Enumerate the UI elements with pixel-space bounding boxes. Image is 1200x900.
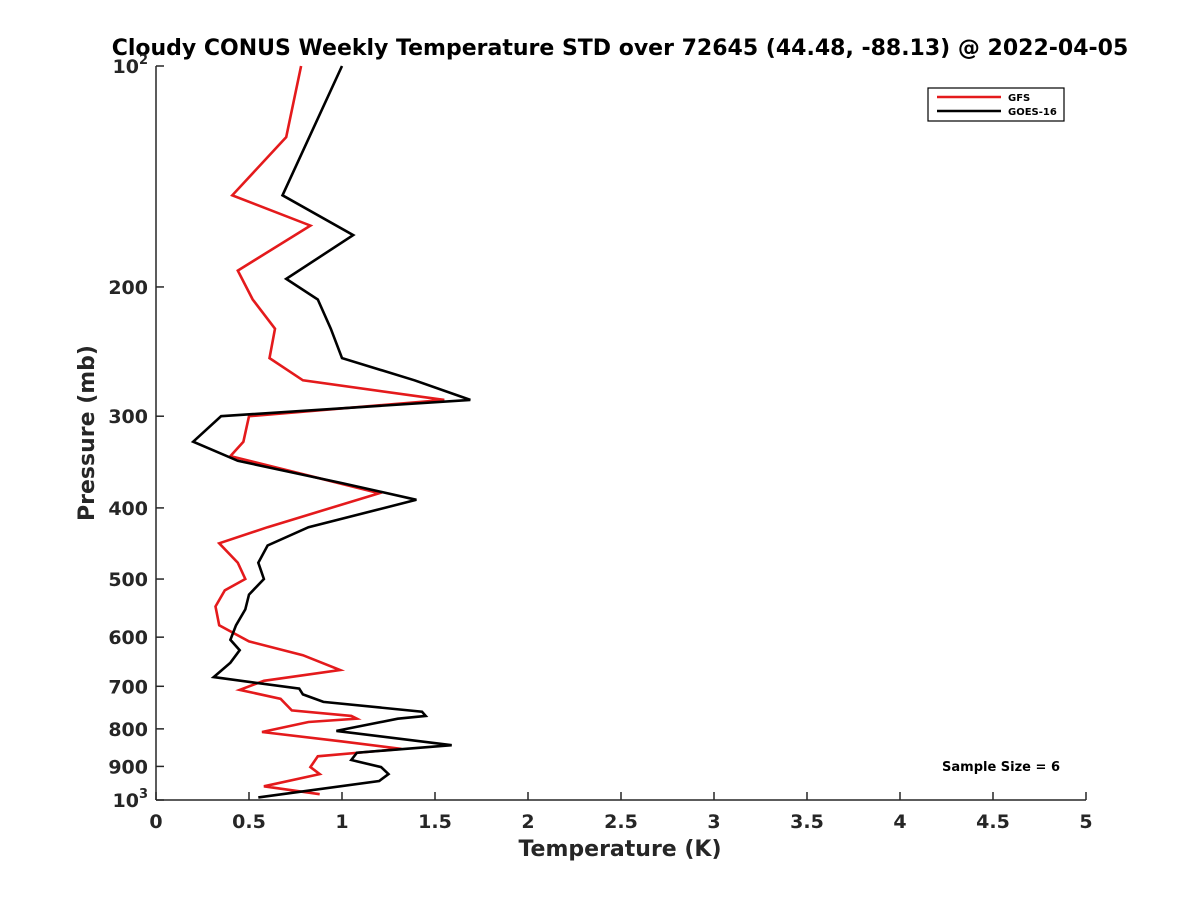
y-tick-label: 103: [113, 787, 149, 812]
plot-area: 0 0.5 1 1.5 2 2.5 3 3.5 4 4.5 5 102200300400500600…: [108, 53, 1092, 833]
x-tick-label: 1.5: [418, 811, 452, 833]
y-tick-label-base: 600: [108, 627, 148, 649]
x-tick-label: 4: [893, 811, 906, 833]
x-tick-label: 0: [149, 811, 162, 833]
series-line-goes-16: [190, 65, 471, 799]
y-tick-label-base: 400: [108, 498, 148, 520]
x-tick-label: 0.5: [232, 811, 266, 833]
y-tick-label-base: 10: [113, 790, 139, 812]
x-ticks: 0 0.5 1 1.5 2 2.5 3 3.5 4 4.5 5: [149, 792, 1093, 833]
y-tick-label: 800: [108, 719, 148, 741]
y-tick-label: 300: [108, 406, 148, 428]
y-tick-label: 700: [108, 676, 148, 698]
legend-entries: GFS GOES-16: [937, 93, 1057, 118]
y-tick-label: 400: [108, 498, 148, 520]
x-tick-label: 4.5: [976, 811, 1010, 833]
y-tick-label-base: 200: [108, 277, 148, 299]
legend: GFS GOES-16: [927, 87, 1065, 122]
y-tick-label: 900: [108, 756, 148, 778]
y-tick-label-exponent: 2: [139, 53, 148, 68]
chart-title: Cloudy CONUS Weekly Temperature STD over…: [112, 36, 1129, 61]
legend-label-gfs: GFS: [1008, 93, 1030, 104]
x-tick-label: 5: [1079, 811, 1092, 833]
y-tick-label-base: 10: [113, 56, 139, 78]
y-axis-label: Pressure (mb): [75, 345, 100, 521]
y-tick-label-base: 300: [108, 406, 148, 428]
y-tick-label-exponent: 3: [139, 787, 148, 802]
sample-size-annotation: Sample Size = 6: [942, 760, 1060, 775]
x-tick-label: 3.5: [790, 811, 824, 833]
series-layer: [190, 65, 471, 799]
x-tick-label: 1: [335, 811, 348, 833]
y-tick-label-base: 900: [108, 756, 148, 778]
legend-label-goes-16: GOES-16: [1008, 107, 1057, 118]
series-line-gfs: [214, 65, 445, 796]
y-tick-label: 102: [113, 53, 149, 78]
y-tick-label-base: 700: [108, 676, 148, 698]
y-tick-label: 600: [108, 627, 148, 649]
x-tick-label: 2: [521, 811, 534, 833]
y-tick-label-base: 500: [108, 569, 148, 591]
x-axis-label: Temperature (K): [518, 837, 721, 862]
legend-box: [927, 87, 1065, 122]
x-tick-label: 2.5: [604, 811, 638, 833]
y-tick-label: 500: [108, 569, 148, 591]
y-tick-label: 200: [108, 277, 148, 299]
x-tick-label: 3: [707, 811, 720, 833]
y-tick-label-base: 800: [108, 719, 148, 741]
